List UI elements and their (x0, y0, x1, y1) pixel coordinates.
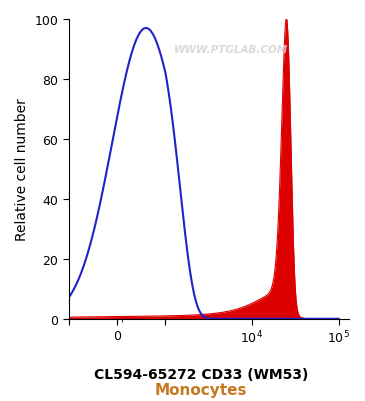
Text: WWW.PTGLAB.COM: WWW.PTGLAB.COM (174, 45, 288, 55)
Y-axis label: Relative cell number: Relative cell number (15, 98, 29, 241)
Text: CL594-65272 CD33 (WM53): CL594-65272 CD33 (WM53) (93, 367, 308, 381)
Text: Monocytes: Monocytes (154, 382, 247, 397)
